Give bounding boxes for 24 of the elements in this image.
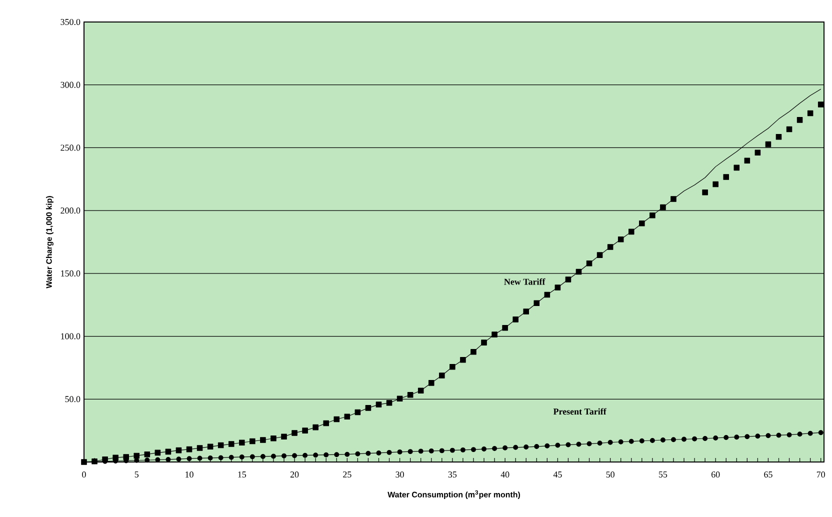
y-tick-label: 100.0: [61, 333, 80, 340]
series-label: New Tariff: [504, 278, 546, 285]
x-tick-label: 35: [448, 471, 457, 478]
x-tick-label: 5: [134, 471, 139, 478]
y-tick-label: 250.0: [60, 144, 80, 151]
y-tick-label: 350.0: [60, 18, 80, 26]
x-tick-label: 65: [764, 471, 772, 478]
x-tick-label: 50: [606, 471, 614, 478]
x-tick-label: 10: [186, 471, 194, 478]
x-tick-label: 0: [82, 471, 86, 478]
x-tick-label: 70: [816, 471, 825, 478]
y-tick-label: 150.0: [61, 270, 80, 276]
x-tick-label: 45: [553, 471, 562, 478]
text: Present Tariff: [553, 408, 606, 415]
x-tick-label: 30: [396, 471, 404, 478]
x-tick-label: 60: [711, 471, 720, 478]
x-tick-label: 55: [658, 471, 668, 478]
x-tick-label: 40: [500, 471, 510, 478]
y-tick-label: 50.0: [65, 396, 80, 402]
y-tick-label: 200.0: [60, 208, 80, 214]
y-tick-label: 300.0: [60, 82, 80, 88]
x-tick-label: 25: [343, 471, 352, 478]
x-tick-label: 20: [290, 471, 299, 478]
x-tick-label: 15: [238, 471, 246, 478]
